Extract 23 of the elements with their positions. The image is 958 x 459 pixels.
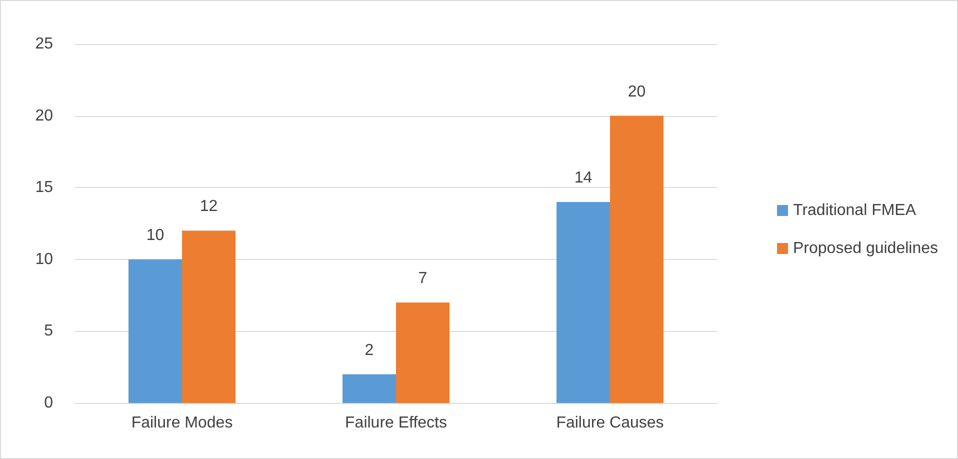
- y-tick-label: 20: [35, 107, 54, 124]
- y-tick-label: 25: [35, 36, 54, 52]
- y-tick-label: 10: [35, 250, 54, 268]
- legend-label: Proposed guidelines: [793, 240, 938, 257]
- data-label: 12: [200, 198, 218, 216]
- bar: [556, 202, 610, 403]
- legend-label: Traditional FMEA: [793, 202, 916, 219]
- data-label: 20: [628, 83, 646, 100]
- y-tick-label: 15: [35, 179, 54, 196]
- y-tick-label: 0: [44, 394, 54, 412]
- bar: [128, 259, 182, 403]
- data-label: 7: [418, 270, 428, 287]
- bar: [182, 230, 236, 403]
- bar: [342, 374, 396, 403]
- bar: [610, 116, 664, 403]
- x-tick-label: Failure Causes: [556, 414, 664, 432]
- x-tick-label: Failure Modes: [131, 414, 233, 432]
- data-label: 14: [574, 169, 592, 186]
- data-label: 2: [364, 342, 374, 359]
- y-tick-label: 5: [44, 322, 54, 340]
- x-tick-label: Failure Effects: [345, 414, 447, 432]
- data-label: 10: [146, 226, 164, 244]
- bar: [396, 302, 450, 403]
